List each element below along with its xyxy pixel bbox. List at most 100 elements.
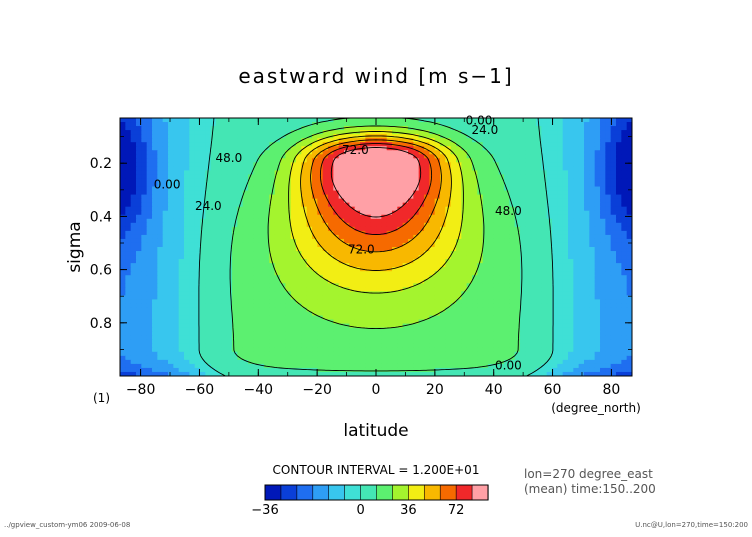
contour-cell	[482, 287, 489, 292]
contour-cell	[354, 186, 361, 192]
contour-cell	[269, 118, 276, 123]
contour-cell	[456, 299, 462, 305]
contour-cell	[360, 242, 366, 248]
contour-cell	[530, 178, 537, 184]
contour-cell	[301, 319, 308, 325]
contour-cell	[536, 242, 542, 248]
contour-cell	[162, 202, 169, 208]
contour-cell	[285, 138, 292, 143]
contour-cell	[173, 230, 180, 236]
contour-cell	[328, 263, 334, 268]
contour-cell	[344, 283, 350, 288]
contour-cell	[482, 307, 489, 313]
contour-cell	[616, 182, 622, 188]
contour-cell	[482, 251, 489, 256]
contour-cell	[610, 315, 617, 321]
contour-cell	[392, 259, 398, 264]
contour-cell	[461, 295, 468, 301]
contour-cell	[616, 275, 622, 280]
contour-cell	[509, 275, 516, 280]
contour-cell	[221, 130, 228, 135]
contour-cell	[445, 166, 452, 172]
contour-cell	[280, 259, 286, 264]
contour-cell	[472, 222, 478, 228]
contour-cell	[557, 255, 564, 260]
contour-cell	[306, 287, 313, 292]
contour-cell	[328, 178, 334, 184]
contour-cell	[168, 251, 174, 256]
contour-cell	[296, 166, 302, 172]
contour-cell	[552, 287, 558, 292]
contour-cell	[360, 315, 366, 321]
contour-cell	[530, 166, 537, 172]
contour-cell	[125, 222, 132, 228]
contour-cell	[333, 315, 340, 321]
contour-cell	[493, 315, 500, 321]
contour-cell	[269, 174, 276, 180]
contour-cell	[354, 267, 361, 272]
contour-cell	[466, 247, 473, 252]
contour-cell	[344, 242, 350, 248]
contour-cell	[141, 150, 148, 155]
contour-cell	[440, 138, 446, 143]
contour-cell	[216, 142, 222, 147]
contour-cell	[568, 234, 574, 240]
contour-cell	[290, 230, 297, 236]
contour-cell	[189, 134, 196, 139]
contour-cell	[578, 134, 585, 139]
contour-cell	[381, 307, 388, 313]
contour-cell	[194, 178, 201, 184]
contour-cell	[205, 255, 212, 260]
contour-cell	[600, 142, 606, 147]
contour-cell	[146, 182, 153, 188]
contour-cell	[226, 190, 233, 196]
contour-cell	[610, 247, 617, 252]
contour-cell	[184, 182, 190, 188]
contour-cell	[445, 291, 452, 296]
contour-cell	[173, 154, 180, 159]
contour-cell	[226, 150, 233, 155]
contour-cell	[258, 122, 265, 127]
contour-cell	[317, 267, 324, 272]
contour-cell	[354, 271, 361, 276]
contour-cell	[333, 263, 340, 268]
contour-cell	[546, 263, 553, 268]
contour-cell	[546, 146, 553, 151]
contour-cell	[610, 222, 617, 228]
contour-cell	[232, 130, 238, 135]
contour-cell	[216, 138, 222, 143]
contour-cell	[226, 206, 233, 212]
contour-cell	[120, 287, 126, 292]
contour-cell	[205, 247, 212, 252]
contour-cell	[344, 162, 350, 167]
contour-cell	[189, 259, 196, 264]
contour-cell	[242, 287, 249, 292]
contour-cell	[248, 238, 254, 244]
contour-cell	[189, 126, 196, 131]
contour-cell	[520, 283, 526, 288]
contour-cell	[189, 230, 196, 236]
contour-cell	[248, 323, 254, 329]
contour-cell	[285, 287, 292, 292]
contour-cell	[440, 315, 446, 321]
contour-cell	[573, 267, 580, 272]
contour-cell	[232, 283, 238, 288]
contour-cell	[221, 218, 228, 224]
contour-cell	[381, 210, 388, 216]
contour-cell	[162, 142, 169, 147]
contour-cell	[605, 315, 612, 321]
contour-cell	[578, 146, 585, 151]
contour-cell	[594, 126, 601, 131]
contour-cell	[482, 255, 489, 260]
contour-cell	[376, 275, 382, 280]
contour-cell	[626, 154, 632, 159]
contour-cell	[573, 218, 580, 224]
contour-cell	[285, 122, 292, 127]
contour-cell	[290, 154, 297, 159]
contour-cell	[296, 303, 302, 309]
contour-cell	[173, 311, 180, 317]
contour-cell	[264, 311, 270, 317]
contour-cell	[344, 150, 350, 155]
contour-cell	[578, 267, 585, 272]
contour-cell	[456, 291, 462, 296]
